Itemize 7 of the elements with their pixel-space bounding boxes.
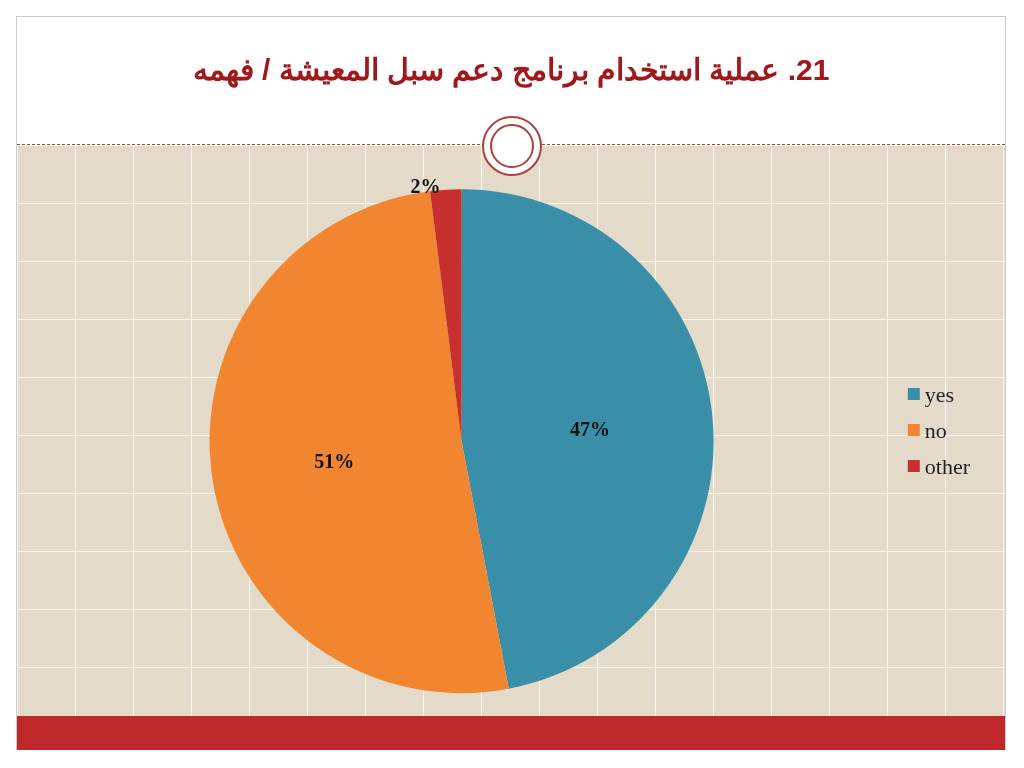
data-label: 47% — [570, 418, 611, 441]
legend-label: other — [924, 453, 971, 479]
chart-title: 21. عملية استخدام برنامج دعم سبل المعيشة / فهمه — [191, 52, 831, 90]
data-label: 51% — [314, 450, 355, 473]
data-label: 2% — [410, 174, 441, 197]
legend-label: no — [924, 417, 947, 443]
legend-label: yes — [924, 381, 955, 407]
